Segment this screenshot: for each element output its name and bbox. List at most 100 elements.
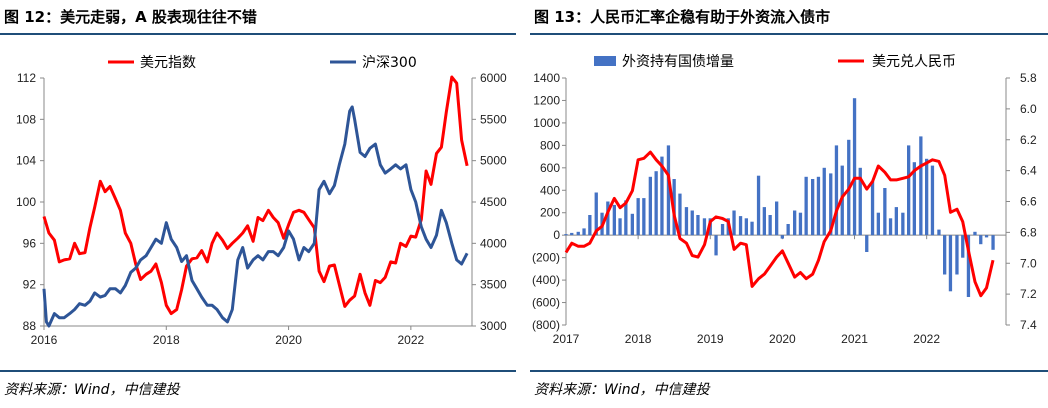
y-left-tick-label: 1000 <box>533 116 560 130</box>
bar <box>732 210 736 236</box>
y-left-tick-label: 1400 <box>533 71 560 85</box>
title-rule <box>530 33 1048 35</box>
bar <box>984 235 989 238</box>
y-left-tick-label: 88 <box>23 319 37 333</box>
x-tick-label: 2019 <box>697 332 724 346</box>
y-left-tick-label: 108 <box>16 112 36 126</box>
y-right-tick-label: 5500 <box>480 112 507 126</box>
y-right-tick-label: 3000 <box>480 319 507 333</box>
bar <box>793 210 797 236</box>
x-tick-label: 2021 <box>841 332 868 346</box>
figure-title: 图 12：美元走弱，A 股表现往往不错 <box>4 8 257 26</box>
bar <box>829 173 833 236</box>
y-right-tick-label: 4500 <box>480 195 507 209</box>
bar <box>738 216 743 236</box>
y-left-tick-label: 100 <box>16 195 36 209</box>
bar <box>919 136 923 236</box>
bar <box>937 229 941 236</box>
bar <box>798 212 803 236</box>
bar <box>786 224 790 236</box>
y-right-tick-label: 6.0 <box>1020 102 1037 116</box>
bar <box>834 145 839 236</box>
bar <box>762 207 766 236</box>
bar <box>876 212 880 236</box>
bar <box>618 218 622 236</box>
source-rule <box>530 370 1048 372</box>
bar <box>948 235 953 292</box>
y-left-tick-label: (400) <box>532 273 560 287</box>
bar <box>684 207 689 236</box>
series-line-0 <box>42 75 469 316</box>
bar <box>702 218 707 236</box>
legend-label-1: 沪深300 <box>362 55 417 71</box>
bar <box>690 210 694 236</box>
y-right-tick-label: 5.8 <box>1020 71 1037 85</box>
bar <box>930 165 935 236</box>
bar <box>991 235 995 250</box>
bar <box>756 175 761 236</box>
bar <box>654 171 658 236</box>
bar <box>594 192 598 236</box>
bar <box>888 218 893 236</box>
bar <box>955 235 959 275</box>
legend-label-0: 美元指数 <box>140 55 196 71</box>
panel-usd-vs-csi300: 图 12：美元走弱，A 股表现往往不错 88 92 96 100 104 108 112 30… <box>0 0 516 408</box>
bar <box>720 224 725 236</box>
bar <box>570 232 574 236</box>
y-left-tick-label: (600) <box>532 296 560 310</box>
y-right-tick-label: 5000 <box>480 154 507 168</box>
figure-title: 图 13：人民币汇率企稳有助于外资流入债市 <box>534 8 831 26</box>
bar <box>696 215 700 236</box>
bar <box>925 158 929 236</box>
y-left-tick-label: (200) <box>532 251 560 265</box>
bar <box>811 179 815 236</box>
bar <box>624 200 628 236</box>
bar <box>606 201 610 236</box>
bar <box>870 181 875 236</box>
x-tick-label: 2022 <box>398 333 425 347</box>
bar <box>816 176 821 236</box>
series-line <box>564 150 995 298</box>
y-right-tick-label: 6.6 <box>1020 195 1037 209</box>
bar <box>666 145 671 236</box>
bar <box>894 207 898 236</box>
bar <box>612 204 616 236</box>
y-left-tick-label: 600 <box>540 161 560 175</box>
x-tick-label: 2020 <box>275 333 302 347</box>
y-left-tick-label: 104 <box>16 154 36 168</box>
legend-label-0: 外资持有国债增量 <box>622 54 734 70</box>
y-right-tick-label: 6.2 <box>1020 133 1037 147</box>
y-left-tick-label: 0 <box>553 228 560 242</box>
bar <box>966 235 971 297</box>
x-tick-label: 2022 <box>913 332 940 346</box>
x-tick-label: 2016 <box>31 333 58 347</box>
y-right-tick-label: 3500 <box>480 278 507 292</box>
legend-swatch-0 <box>594 56 616 66</box>
bar <box>630 213 634 236</box>
y-right-tick-label: 7.2 <box>1020 287 1037 301</box>
bar <box>768 215 772 236</box>
bar <box>961 235 965 258</box>
bar <box>714 235 718 256</box>
y-left-tick-label: 200 <box>540 206 560 220</box>
bar <box>852 98 857 236</box>
source-rule <box>0 370 516 372</box>
y-left-tick-label: 400 <box>540 183 560 197</box>
y-right-tick-label: 6.4 <box>1020 164 1037 178</box>
bar <box>750 221 754 236</box>
bar <box>648 176 652 236</box>
bar <box>564 234 568 236</box>
y-left-tick-label: (800) <box>532 318 560 332</box>
series-line-1 <box>42 105 469 328</box>
bar <box>744 218 748 236</box>
x-tick-label: 2018 <box>625 332 652 346</box>
bar <box>660 156 664 236</box>
bar <box>642 198 646 236</box>
legend-label-1: 美元兑人民币 <box>872 54 956 70</box>
bar <box>822 167 826 236</box>
y-left-tick-label: 96 <box>23 236 37 250</box>
bar <box>979 235 983 245</box>
panel-foreign-bond-vs-usdcny: 图 13：人民币汇率企稳有助于外资流入债市 1400 1200 1000 800 600… <box>530 0 1048 408</box>
y-left-tick-label: 1200 <box>533 93 560 107</box>
bar <box>582 228 586 236</box>
